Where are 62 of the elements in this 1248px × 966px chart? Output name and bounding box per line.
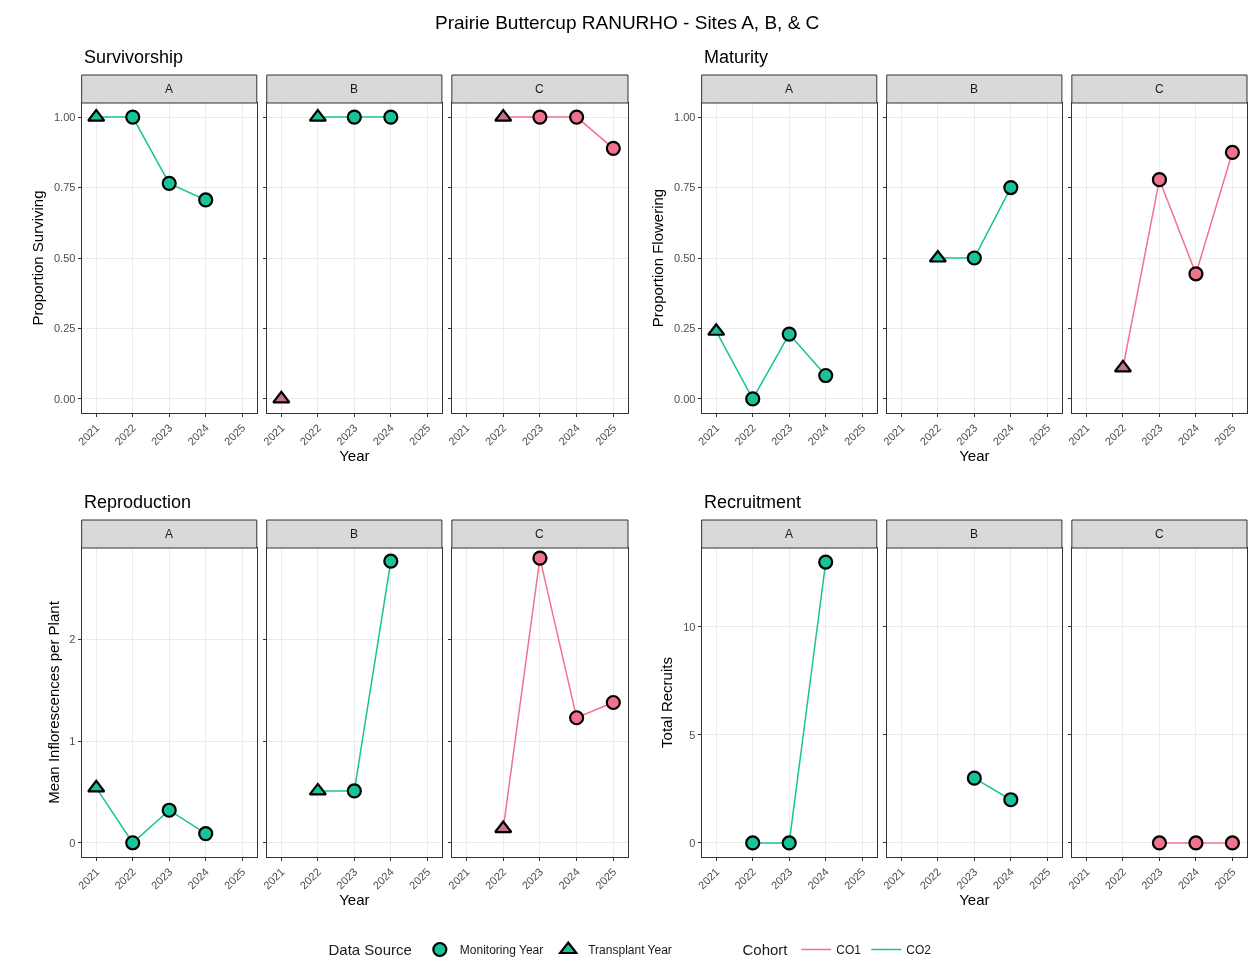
- y-tick-label: 0: [69, 836, 76, 849]
- legend-title: Cohort: [742, 940, 789, 958]
- y-axis-title: Proportion Flowering: [649, 188, 667, 328]
- y-tick-label: 1.00: [674, 110, 696, 123]
- y-tick-label: 2: [69, 633, 76, 646]
- text: Prairie Buttercup RANURHO - Sites A, B, & C: [435, 12, 820, 33]
- y-tick-label: 1.00: [54, 110, 76, 123]
- point: [569, 710, 585, 726]
- y-tick-label: 0: [689, 836, 696, 849]
- point: [781, 326, 797, 342]
- y-tick-label: 0.00: [674, 392, 696, 405]
- legend-label: CO2: [906, 943, 932, 958]
- y-axis-title: Total Recruits: [658, 657, 676, 748]
- point: [198, 192, 214, 208]
- point: [87, 108, 106, 122]
- chart-subtitle: C: [535, 82, 544, 96]
- point: [1113, 359, 1133, 373]
- x-axis-title: Year: [959, 891, 990, 909]
- legend-label: Transplant Year: [588, 943, 672, 958]
- legend-title: Data Source: [328, 940, 412, 958]
- y-tick-label: 5: [689, 728, 696, 741]
- point: [818, 367, 834, 384]
- point: [125, 109, 141, 125]
- x-axis-title: Year: [339, 447, 370, 465]
- point: [494, 820, 513, 834]
- point: [745, 391, 761, 407]
- y-tick-label: 0.25: [674, 322, 696, 335]
- y-tick-label: 0.75: [54, 181, 76, 194]
- point: [161, 175, 177, 191]
- point: [1151, 172, 1168, 188]
- chart-title: Survivorship: [84, 47, 184, 67]
- x-axis-title: Year: [339, 891, 370, 909]
- chart-subtitle: B: [970, 527, 979, 541]
- chart-title: Maturity: [704, 47, 769, 67]
- legend-label: Monitoring Year: [459, 943, 544, 958]
- chart-title: Recruitment: [704, 492, 802, 512]
- chart-subtitle: B: [350, 527, 359, 541]
- chart-subtitle: B: [350, 82, 359, 96]
- point: [532, 550, 548, 566]
- chart-subtitle: B: [970, 82, 979, 96]
- chart-subtitle: A: [165, 82, 174, 96]
- legend-label: CO1: [836, 943, 862, 958]
- chart-subtitle: C: [1155, 527, 1164, 541]
- y-tick-label: 10: [683, 620, 696, 633]
- chart-subtitle: A: [165, 527, 174, 541]
- y-tick-label: 1: [69, 734, 76, 747]
- point: [1188, 266, 1204, 282]
- chart-title: Reproduction: [84, 492, 192, 512]
- chart-subtitle: C: [1155, 82, 1164, 96]
- y-axis-title: Proportion Surviving: [29, 190, 47, 326]
- point: [605, 694, 621, 711]
- y-tick-label: 0.50: [54, 251, 76, 264]
- y-tick-label: 0.75: [674, 181, 696, 194]
- y-tick-label: 0.00: [54, 392, 76, 405]
- y-axis-title: Mean Inflorescences per Plant: [44, 600, 62, 804]
- x-axis-title: Year: [959, 447, 990, 465]
- y-tick-label: 0.25: [54, 322, 76, 335]
- chart-subtitle: C: [535, 527, 544, 541]
- y-tick-label: 0.50: [674, 251, 696, 264]
- point: [1224, 144, 1241, 160]
- chart-subtitle: A: [785, 527, 794, 541]
- chart-subtitle: A: [785, 82, 794, 96]
